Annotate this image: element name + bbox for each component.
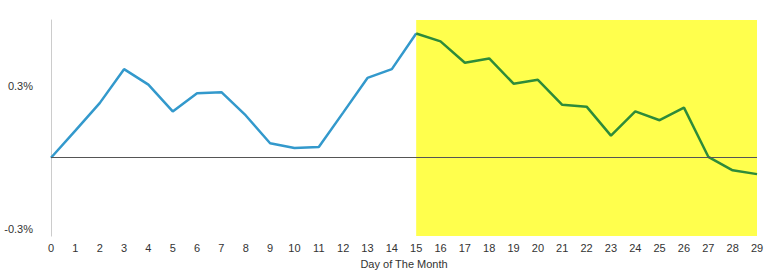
svg-text:7: 7 <box>218 242 224 254</box>
svg-text:13: 13 <box>361 242 373 254</box>
svg-text:17: 17 <box>459 242 471 254</box>
svg-text:27: 27 <box>702 242 714 254</box>
svg-text:19: 19 <box>507 242 519 254</box>
svg-text:0.3%: 0.3% <box>8 80 33 92</box>
svg-text:14: 14 <box>386 242 398 254</box>
svg-text:29: 29 <box>751 242 763 254</box>
svg-text:26: 26 <box>678 242 690 254</box>
svg-text:3: 3 <box>121 242 127 254</box>
svg-text:Day of The Month: Day of The Month <box>360 258 447 270</box>
svg-text:9: 9 <box>267 242 273 254</box>
svg-text:10: 10 <box>288 242 300 254</box>
svg-text:4: 4 <box>145 242 151 254</box>
svg-text:21: 21 <box>556 242 568 254</box>
svg-text:12: 12 <box>337 242 349 254</box>
svg-text:25: 25 <box>653 242 665 254</box>
svg-text:16: 16 <box>434 242 446 254</box>
svg-text:11: 11 <box>313 242 324 254</box>
svg-text:5: 5 <box>170 242 176 254</box>
svg-text:0: 0 <box>48 242 54 254</box>
svg-text:23: 23 <box>605 242 617 254</box>
svg-text:1: 1 <box>72 242 78 254</box>
svg-text:28: 28 <box>727 242 739 254</box>
svg-text:2: 2 <box>97 242 103 254</box>
svg-text:22: 22 <box>580 242 592 254</box>
svg-text:20: 20 <box>532 242 544 254</box>
svg-text:24: 24 <box>629 242 641 254</box>
svg-text:-0.3%: -0.3% <box>4 223 33 235</box>
svg-text:8: 8 <box>243 242 249 254</box>
svg-text:18: 18 <box>483 242 495 254</box>
svg-text:15: 15 <box>410 242 422 254</box>
svg-text:6: 6 <box>194 242 200 254</box>
